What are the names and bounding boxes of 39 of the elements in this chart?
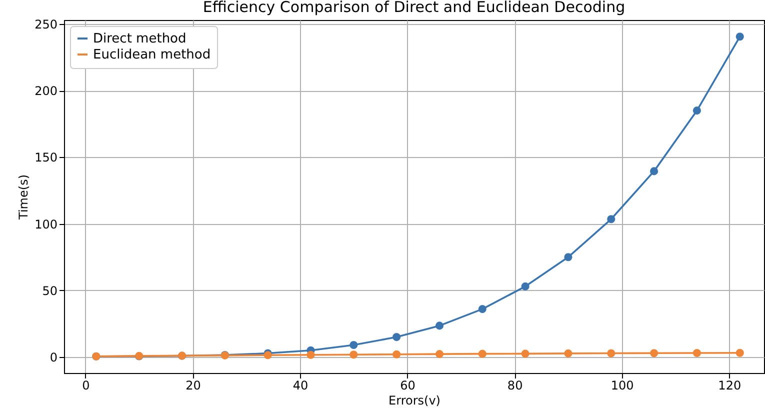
legend-label: Euclidean method xyxy=(93,48,211,62)
point xyxy=(521,350,530,358)
point xyxy=(736,32,744,41)
point xyxy=(607,349,616,358)
point xyxy=(306,350,315,359)
point xyxy=(350,350,358,359)
point xyxy=(478,350,486,358)
chart-title: Efficiency Comparison of Direct and Euclidean Decoding xyxy=(202,0,626,16)
y-axis-title: Time(s) xyxy=(16,174,31,220)
x-axis-title: Errors(v) xyxy=(388,394,440,408)
point xyxy=(564,349,572,358)
point xyxy=(478,305,486,314)
x-tick-label: 20 xyxy=(186,378,201,392)
point xyxy=(692,106,701,115)
point xyxy=(692,348,701,358)
point xyxy=(736,348,744,357)
point xyxy=(392,333,401,342)
point xyxy=(607,215,616,224)
y-tick-label: 0 xyxy=(50,350,58,365)
point xyxy=(650,349,658,358)
x-tick-label: 0 xyxy=(82,378,90,392)
point xyxy=(392,350,401,358)
y-tick-label: 50 xyxy=(42,284,58,298)
point xyxy=(650,167,658,176)
point xyxy=(435,350,444,358)
y-tick-label: 250 xyxy=(34,17,58,32)
y-tick-label: 200 xyxy=(34,84,58,98)
x-tick-label: 100 xyxy=(610,378,634,392)
x-tick-label: 120 xyxy=(718,378,742,392)
point xyxy=(521,282,530,290)
point xyxy=(564,253,572,262)
legend-label: Direct method xyxy=(93,32,186,46)
x-tick-label: 80 xyxy=(507,378,523,392)
point xyxy=(350,341,358,350)
x-tick-label: 40 xyxy=(292,378,308,392)
y-tick-label: 100 xyxy=(34,217,58,232)
y-tick-label: 150 xyxy=(34,150,58,165)
point xyxy=(435,322,444,330)
x-tick-label: 60 xyxy=(400,378,416,392)
